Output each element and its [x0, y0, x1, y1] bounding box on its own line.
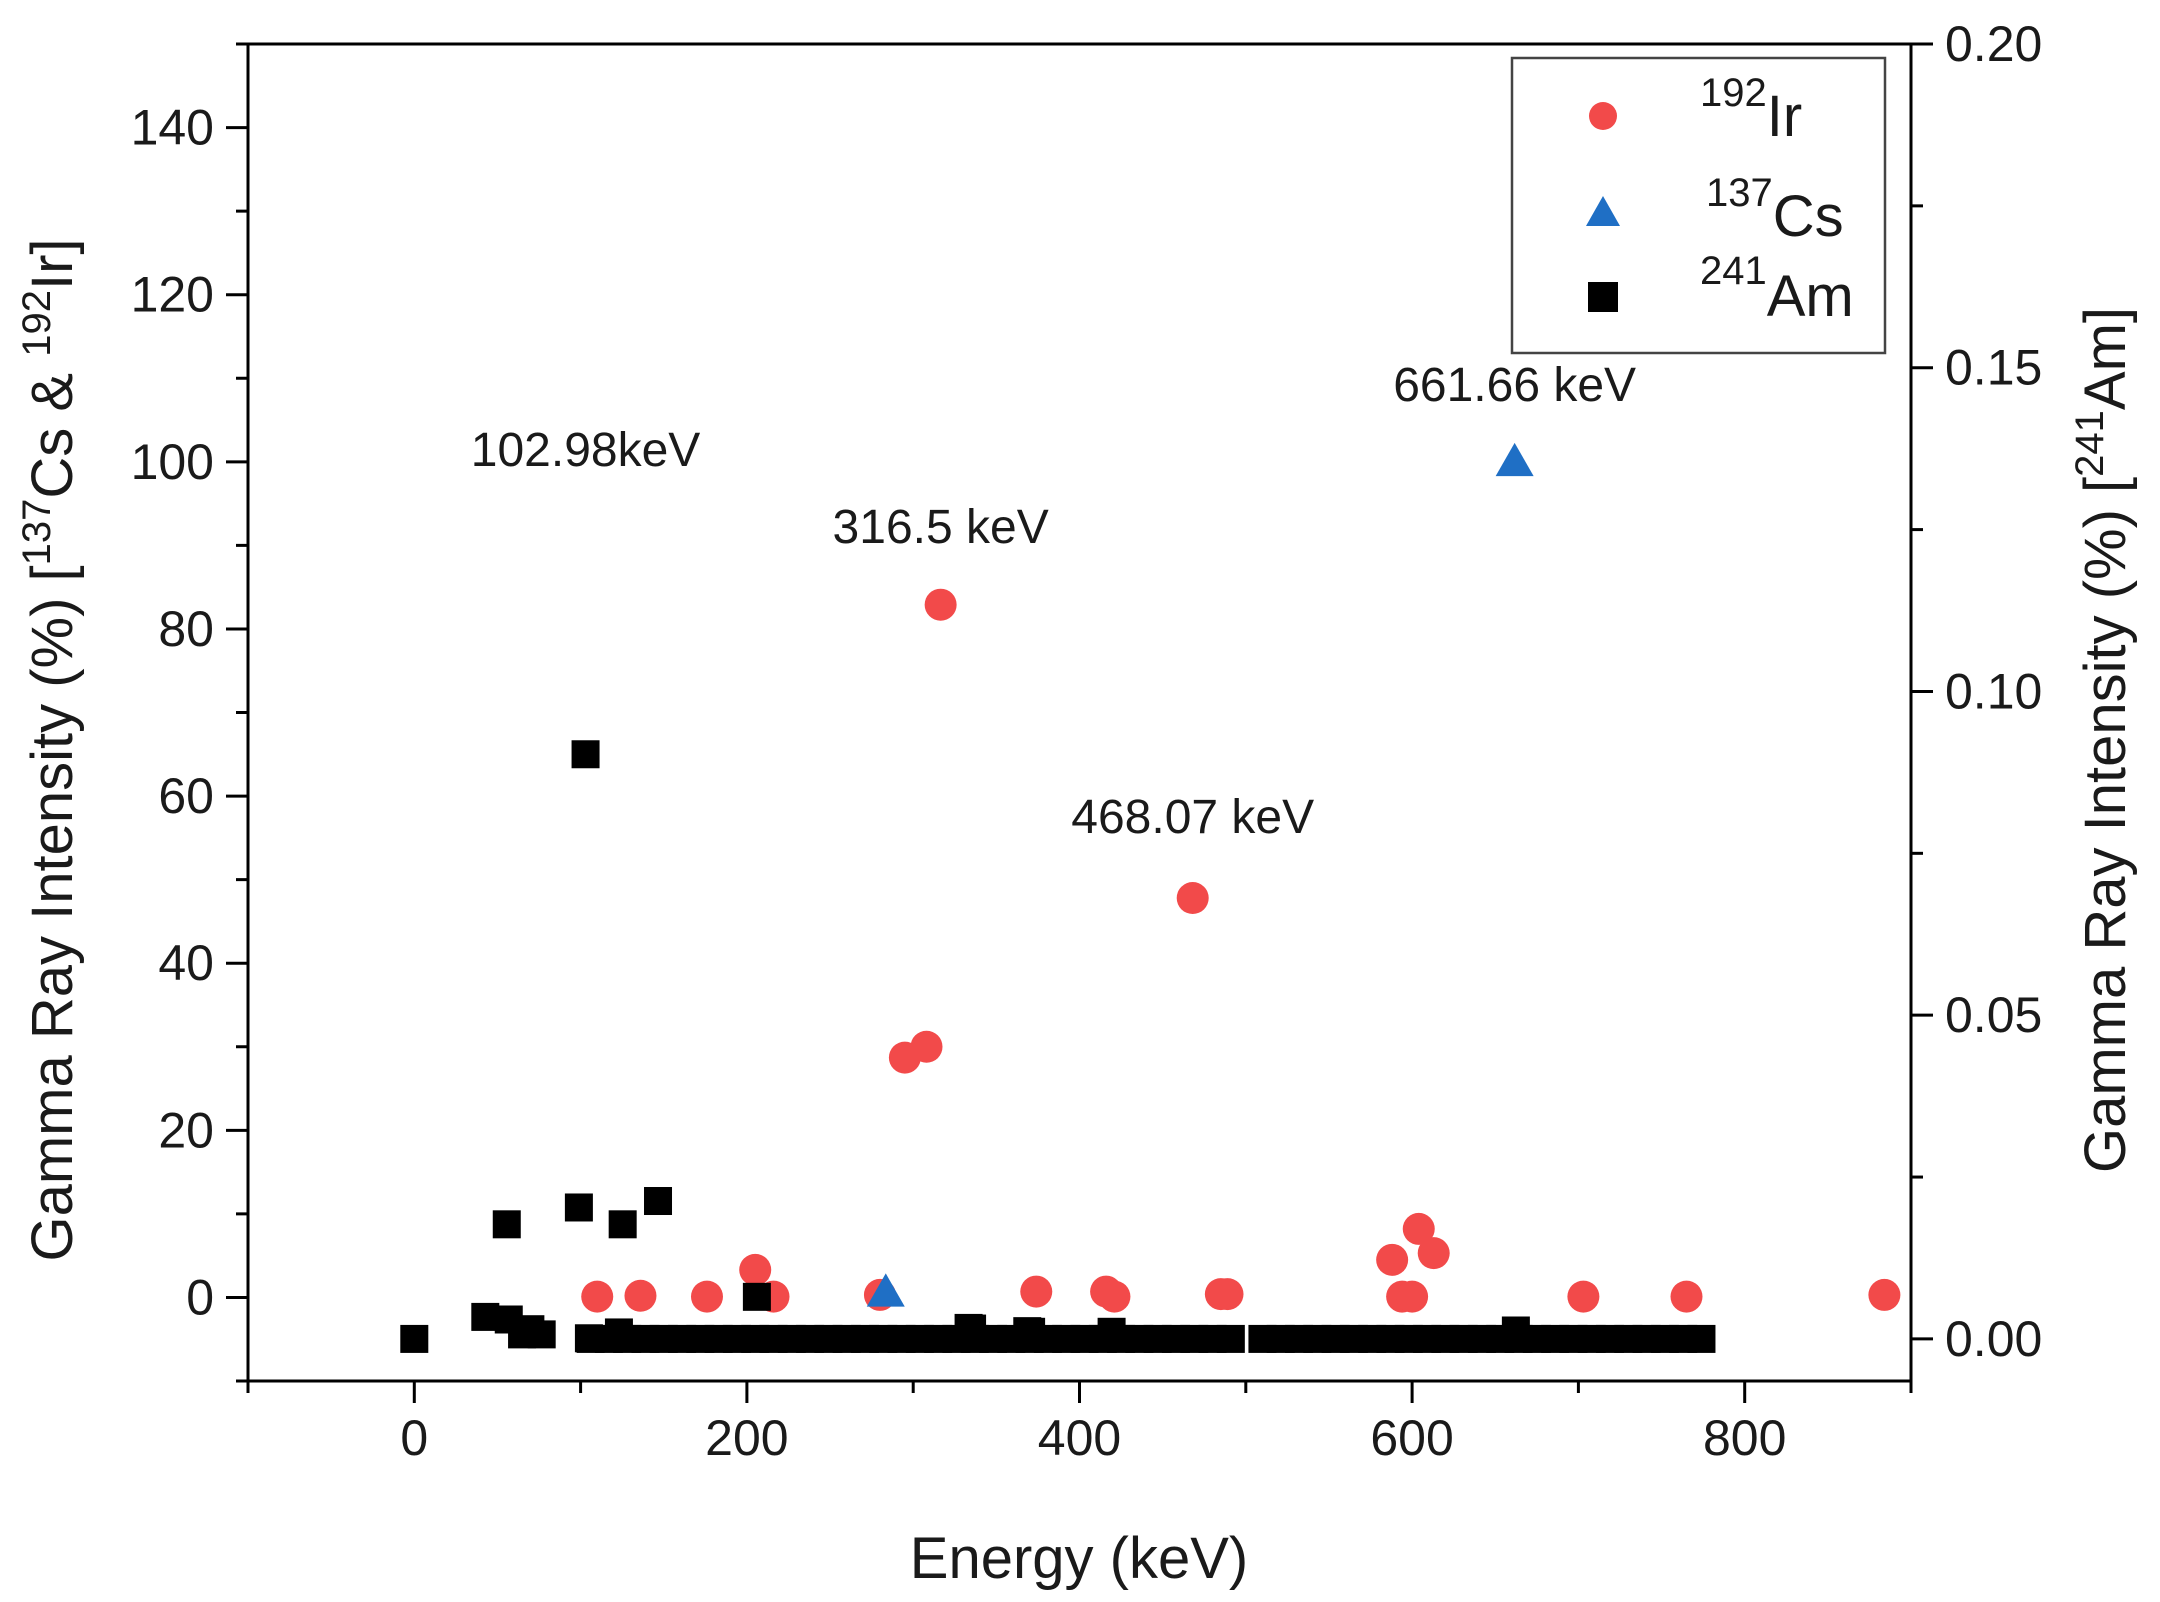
- x-tick-label-200: 200: [705, 1410, 788, 1466]
- 192ir-point: [1020, 1275, 1053, 1308]
- x-tick-label-0: 0: [400, 1410, 428, 1466]
- 241am-point: [644, 1187, 673, 1216]
- 192ir-point: [624, 1279, 657, 1312]
- 241am-point: [742, 1282, 771, 1311]
- 192ir-point: [924, 588, 957, 621]
- 192ir-point: [1567, 1280, 1600, 1313]
- legend-label-241am-sup: 241: [1700, 249, 1767, 293]
- x-tick-label-800: 800: [1703, 1410, 1786, 1466]
- 241am-point: [571, 740, 600, 769]
- y-tick-label-80: 80: [158, 601, 214, 657]
- y-tick-label-20: 20: [158, 1102, 214, 1158]
- legend-box: [1510, 56, 1887, 355]
- 241am-point: [564, 1193, 593, 1222]
- x-axis-title: Energy (keV): [910, 1526, 1248, 1591]
- data-points: [400, 442, 1901, 1353]
- 137cs-point: [1495, 442, 1534, 477]
- y-axis-left: 0 20 40 60 80 100 120 140: [131, 42, 248, 1383]
- 192ir-point: [1417, 1237, 1450, 1270]
- 241am-point: [604, 1318, 633, 1347]
- 241am-point: [574, 1324, 603, 1353]
- 192ir-point: [1176, 882, 1209, 915]
- y-axis-right: 0.00 0.05 0.10 0.15 0.20: [1911, 16, 2042, 1367]
- 192ir-point: [739, 1253, 772, 1286]
- 241am-point: [1017, 1317, 1046, 1346]
- 192ir-point: [690, 1280, 723, 1313]
- x-tick-label-400: 400: [1038, 1410, 1121, 1466]
- y-axis-left-title-sup1: 137: [15, 499, 59, 566]
- y-tick-label-100: 100: [131, 434, 214, 490]
- y-axis-left-title: Gamma Ray Intensity (%) [137Cs & 192Ir]: [15, 238, 85, 1261]
- annotation-102-98kev: 102.98keV: [471, 424, 701, 477]
- 241am-point: [400, 1324, 429, 1353]
- 241am-point: [958, 1314, 987, 1343]
- 137cs-point: [866, 1273, 905, 1307]
- legend-label-192ir-base: Ir: [1767, 84, 1802, 149]
- y-tick-label-60: 60: [158, 768, 214, 824]
- y2-tick-label-0: 0.00: [1945, 1311, 2042, 1367]
- x-axis: 0 200 400 600 800: [246, 1381, 1913, 1466]
- 241am-point: [1097, 1317, 1126, 1346]
- y-tick-label-120: 120: [131, 267, 214, 323]
- 192ir-point: [910, 1030, 943, 1063]
- annotation-468-07-kev: 468.07 keV: [1071, 791, 1314, 844]
- legend-label-241am-base: Am: [1767, 264, 1854, 329]
- legend-label-192ir: 192Ir: [1700, 71, 1802, 149]
- y-axis-left-title-suffix: Ir]: [20, 238, 85, 290]
- legend-label-137cs-base: Cs: [1773, 184, 1844, 249]
- 192ir-point: [1868, 1278, 1901, 1311]
- 241am-baseline-point: [1216, 1324, 1245, 1353]
- legend-marker-241am: [1588, 282, 1618, 312]
- y-axis-right-title-prefix: Gamma Ray Intensity (%) [: [2073, 477, 2138, 1173]
- y-axis-left-title-sup2: 192: [15, 290, 59, 357]
- y-axis-right-title-sup: 241: [2068, 410, 2112, 477]
- 241am-point: [608, 1210, 637, 1239]
- 192ir-point: [1376, 1243, 1409, 1276]
- 241am-point: [492, 1210, 521, 1239]
- peak-annotations: 102.98keV 316.5 keV 468.07 keV 661.66 keV: [471, 359, 1636, 844]
- 241am-point: [471, 1302, 500, 1331]
- y2-tick-label-4: 0.20: [1945, 16, 2042, 72]
- 241am-baseline-point: [1687, 1324, 1716, 1353]
- legend-marker-192ir: [1589, 102, 1617, 130]
- legend-marker-137cs: [1586, 196, 1620, 226]
- y-tick-label-40: 40: [158, 935, 214, 991]
- 192ir-point: [1402, 1212, 1435, 1245]
- 192ir-point: [1211, 1278, 1244, 1311]
- x-tick-label-600: 600: [1370, 1410, 1453, 1466]
- legend-label-241am: 241Am: [1700, 249, 1854, 329]
- y-axis-left-title-mid: Cs &: [20, 357, 85, 499]
- legend: 192Ir 137Cs 241Am: [1510, 56, 1887, 355]
- legend-label-137cs-sup: 137: [1706, 171, 1773, 215]
- 192ir-point: [1670, 1280, 1703, 1313]
- y2-tick-label-3: 0.15: [1945, 340, 2042, 396]
- y-axis-right-title: Gamma Ray Intensity (%) [241Am]: [2068, 307, 2138, 1173]
- legend-label-137cs: 137Cs: [1706, 171, 1844, 249]
- annotation-661-66-kev: 661.66 keV: [1393, 359, 1636, 412]
- 241am-point: [1501, 1316, 1530, 1345]
- 192ir-point: [1098, 1280, 1131, 1313]
- y-axis-right-title-suffix: Am]: [2073, 307, 2138, 410]
- 192ir-point: [581, 1280, 614, 1313]
- y-tick-label-0: 0: [186, 1269, 214, 1325]
- y2-tick-label-1: 0.05: [1945, 987, 2042, 1043]
- y-tick-label-140: 140: [131, 100, 214, 156]
- legend-label-192ir-sup: 192: [1700, 71, 1767, 115]
- 241am-point: [527, 1320, 556, 1349]
- 192ir-point: [1396, 1280, 1429, 1313]
- y-axis-left-title-prefix: Gamma Ray Intensity (%) [: [20, 565, 85, 1261]
- annotation-316-5-kev: 316.5 keV: [833, 501, 1049, 554]
- y2-tick-label-2: 0.10: [1945, 663, 2042, 719]
